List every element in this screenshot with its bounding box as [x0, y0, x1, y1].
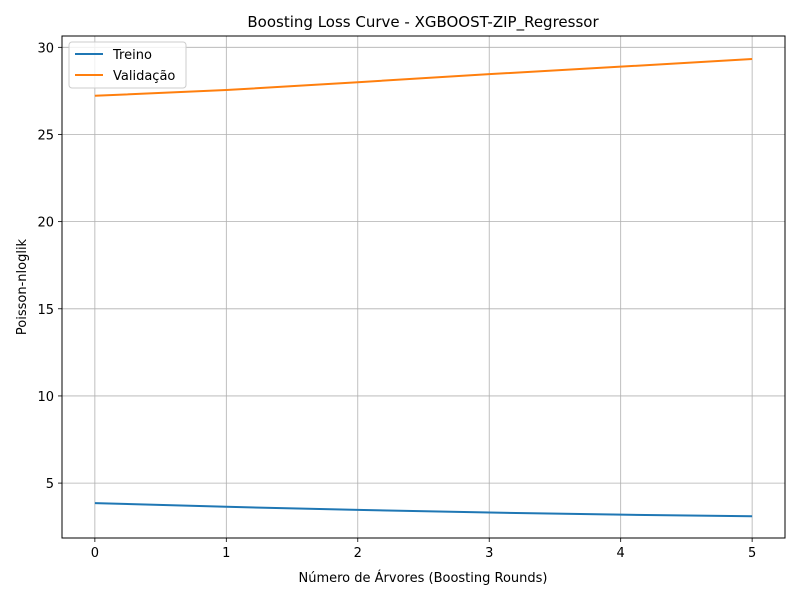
series-line-treino: [94, 502, 753, 518]
y-tick-label: 5: [46, 477, 54, 492]
y-tick-label: 10: [37, 390, 54, 405]
series-line-validacao: [94, 58, 753, 97]
legend-label-validacao: Validação: [113, 69, 175, 84]
legend-label-treino: Treino: [112, 48, 152, 63]
x-tick-label: 0: [91, 546, 99, 561]
chart-title: Boosting Loss Curve - XGBOOST-ZIP_Regres…: [247, 13, 599, 32]
y-tick-label: 15: [37, 303, 54, 318]
x-axis-label: Número de Árvores (Boosting Rounds): [299, 570, 548, 586]
y-tick-label: 30: [37, 41, 54, 56]
x-tick-label: 4: [617, 546, 625, 561]
series-lines: [94, 58, 753, 518]
x-tick-label: 5: [748, 546, 756, 561]
y-tick-label: 25: [37, 128, 54, 143]
axis-ticks: 0 1 2 3 4 5 5 10 15 20 25 30: [37, 41, 756, 561]
x-tick-label: 1: [222, 546, 230, 561]
plot-frame: [61, 35, 786, 539]
x-tick-label: 2: [354, 546, 362, 561]
y-tick-label: 20: [37, 216, 54, 231]
legend: Treino Validação: [68, 41, 187, 89]
grid-lines: [62, 36, 785, 538]
x-tick-label: 3: [485, 546, 493, 561]
y-axis-label: Poisson-nloglik: [15, 238, 30, 335]
